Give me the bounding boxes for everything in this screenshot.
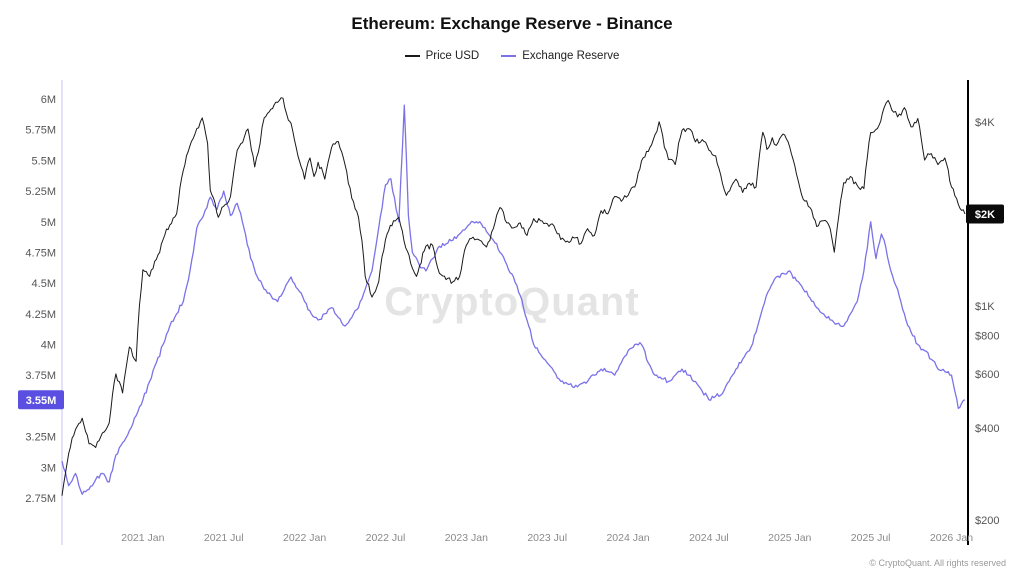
chart-plot-area[interactable]	[62, 75, 965, 545]
price-current-value-badge	[966, 204, 1004, 224]
left-axis-tick-label: 4M	[41, 340, 56, 352]
x-axis-tick-label: 2025 Jul	[851, 532, 891, 544]
x-axis-tick-label: 2023 Jul	[527, 532, 567, 544]
left-axis-tick-label: 4.75M	[25, 247, 56, 259]
left-axis-tick-label: 6M	[41, 94, 56, 106]
left-axis-tick-label: 5.75M	[25, 125, 56, 137]
left-axis-tick-label: 5M	[41, 217, 56, 229]
chart-legend: Price USD Exchange Reserve	[0, 50, 1024, 62]
price-usd-line	[61, 97, 966, 496]
left-axis-tick-label: 3M	[41, 462, 56, 474]
x-axis-tick-label: 2021 Jul	[204, 532, 244, 544]
reserve-current-value-badge	[18, 390, 64, 410]
x-axis-tick-label: 2021 Jan	[121, 532, 164, 544]
legend-label-price-usd: Price USD	[425, 50, 480, 62]
right-axis-tick-label: $4K	[975, 117, 995, 129]
reserve-current-value-label: 3.55M	[26, 395, 57, 407]
right-axis-tick-label: $600	[975, 369, 999, 381]
x-axis-tick-label: 2024 Jan	[606, 532, 649, 544]
legend-item-exchange-reserve[interactable]: Exchange Reserve	[501, 50, 619, 62]
x-axis-tick-label: 2022 Jul	[366, 532, 406, 544]
left-axis-tick-label: 3.25M	[25, 432, 56, 444]
right-axis-tick-label: $800	[975, 331, 999, 343]
price-line-swatch-icon	[404, 55, 420, 57]
copyright-notice: © CryptoQuant. All rights reserved	[869, 558, 1006, 568]
cryptoquant-watermark: CryptoQuant	[384, 280, 639, 324]
left-axis-tick-label: 3.75M	[25, 370, 56, 382]
legend-label-exchange-reserve: Exchange Reserve	[522, 50, 620, 62]
left-axis-tick-label: 4.5M	[32, 278, 56, 290]
exchange-reserve-line	[61, 104, 966, 495]
x-axis-tick-label: 2024 Jul	[689, 532, 729, 544]
price-current-value-label: $2K	[975, 209, 995, 221]
left-axis-tick-label: 4.25M	[25, 309, 56, 321]
left-axis-tick-label: 2.75M	[25, 493, 56, 505]
page-title: Ethereum: Exchange Reserve - Binance	[351, 14, 673, 33]
right-axis-tick-label: $400	[975, 423, 999, 435]
right-axis-tick-label: $200	[975, 515, 999, 527]
x-axis-tick-label: 2023 Jan	[445, 532, 488, 544]
legend-item-price-usd[interactable]: Price USD	[404, 50, 480, 62]
x-axis-tick-label: 2026 Jan	[930, 532, 973, 544]
left-axis-tick-label: 5.5M	[32, 155, 56, 167]
reserve-line-swatch-icon	[501, 55, 517, 57]
x-axis-tick-label: 2025 Jan	[768, 532, 811, 544]
right-axis-tick-label: $1K	[975, 301, 995, 313]
left-axis-tick-label: 5.25M	[25, 186, 56, 198]
x-axis-tick-label: 2022 Jan	[283, 532, 326, 544]
